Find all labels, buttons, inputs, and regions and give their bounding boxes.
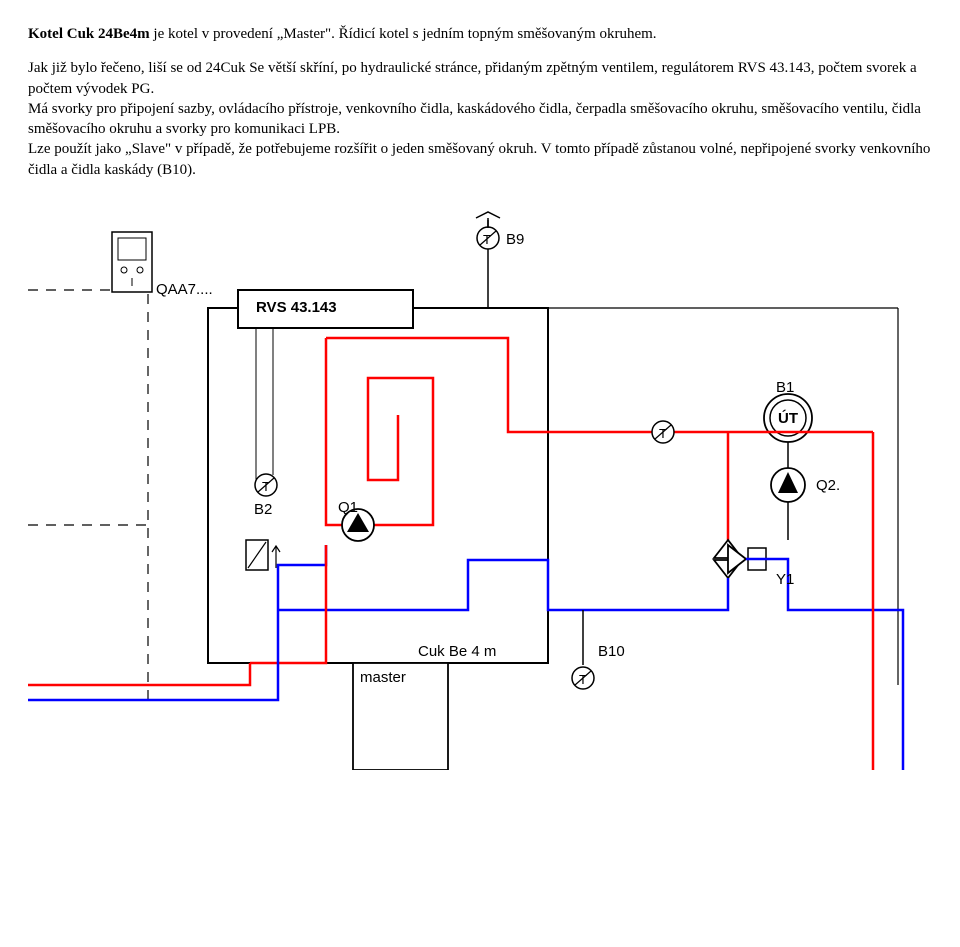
- label-master: master: [360, 668, 406, 688]
- body-paragraph: Jak již bylo řečeno, liší se od 24Cuk Se…: [28, 58, 932, 180]
- label-rvs: RVS 43.143: [256, 298, 337, 318]
- label-y1: Y1: [776, 570, 794, 590]
- label-b2: B2: [254, 500, 272, 520]
- label-ut: ÚT: [778, 409, 798, 429]
- heading: Kotel Cuk 24Be4m je kotel v provedení „M…: [28, 24, 932, 44]
- label-b9: B9: [506, 230, 524, 250]
- label-t-b1: T: [659, 425, 667, 443]
- label-t-b10: T: [579, 671, 587, 689]
- label-t-b9: T: [483, 231, 491, 249]
- label-q1: Q1: [338, 498, 358, 518]
- label-b1: B1: [776, 378, 794, 398]
- heading-rest: je kotel v provedení „Master". Řídicí ko…: [150, 26, 657, 42]
- label-qaa7: QAA7....: [156, 280, 213, 300]
- schematic-diagram: QAA7.... RVS 43.143 B9 T B1 ÚT Q2. Y1 T …: [28, 210, 928, 770]
- label-q2: Q2.: [816, 476, 840, 496]
- label-t-b2: T: [262, 478, 270, 496]
- label-cuk: Cuk Be 4 m: [418, 642, 496, 662]
- heading-bold: Kotel Cuk 24Be4m: [28, 26, 150, 42]
- label-b10: B10: [598, 642, 625, 662]
